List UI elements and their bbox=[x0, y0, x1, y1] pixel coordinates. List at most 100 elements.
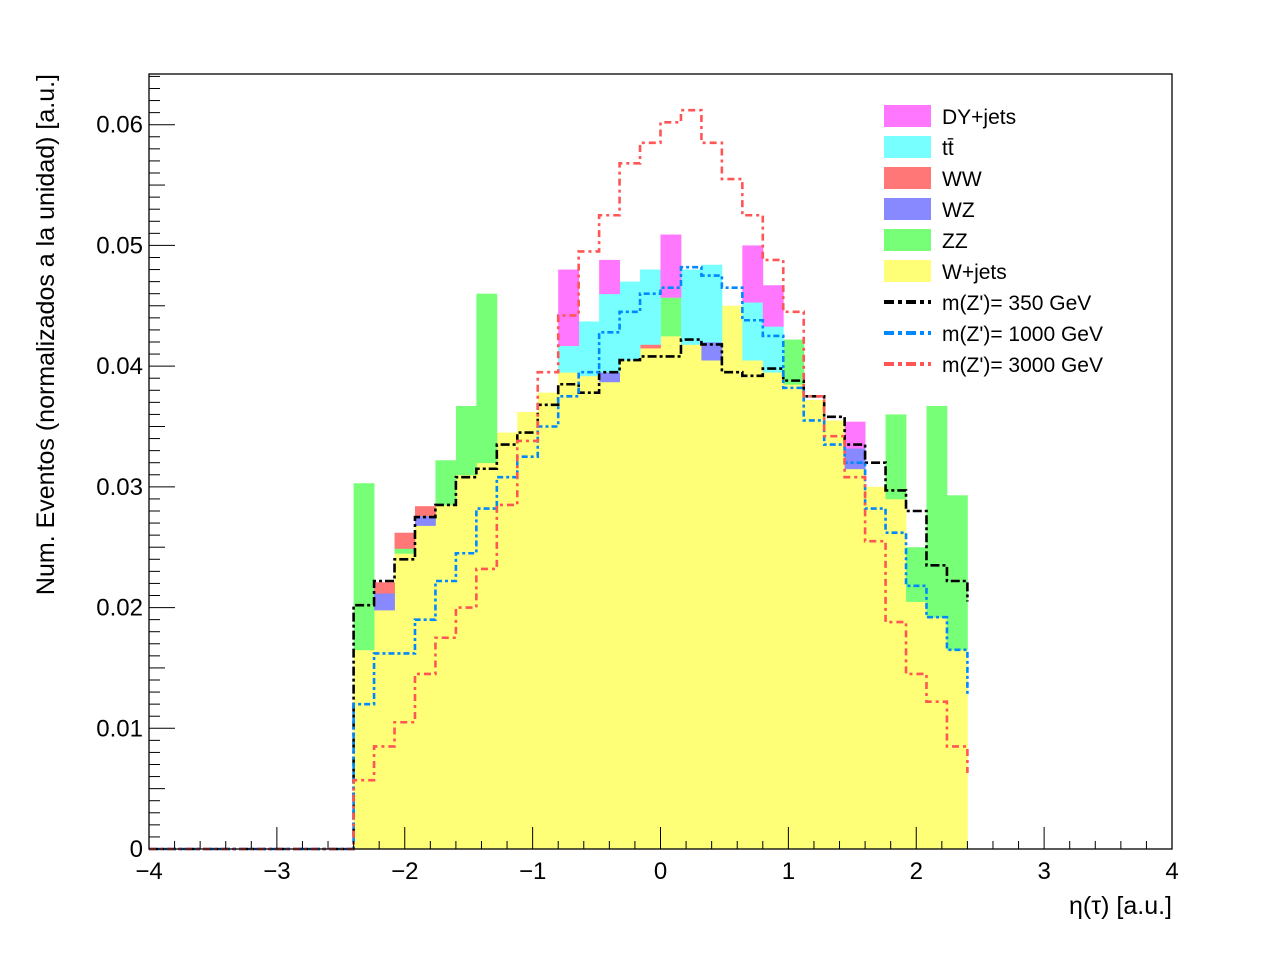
line-series-1 bbox=[149, 265, 969, 851]
bar-wjets-26 bbox=[885, 498, 907, 850]
bar-wjets-19 bbox=[742, 360, 764, 850]
bar-tt-10 bbox=[558, 345, 580, 373]
bar-wjets-13 bbox=[619, 360, 641, 850]
y-tick-label: 0 bbox=[130, 836, 143, 863]
y-tick-label: 0.03 bbox=[96, 474, 143, 501]
x-tick-label: 0 bbox=[654, 858, 667, 885]
bar-zz-26 bbox=[885, 414, 907, 500]
bar-zz-28 bbox=[926, 405, 948, 618]
bar-wz-3 bbox=[414, 515, 436, 526]
x-tick-label: 4 bbox=[1165, 858, 1178, 885]
bar-tt-11 bbox=[578, 321, 600, 377]
signal-step-lines bbox=[149, 108, 969, 851]
bar-wjets-1 bbox=[374, 609, 395, 850]
legend-swatch bbox=[884, 198, 931, 220]
y-tick-label: 0.05 bbox=[96, 232, 143, 259]
bar-wjets-7 bbox=[496, 432, 518, 850]
bar-wjets-21 bbox=[783, 384, 805, 850]
legend-swatch bbox=[884, 260, 931, 282]
bar-dyjets-19 bbox=[742, 245, 764, 303]
bar-wjets-9 bbox=[537, 392, 559, 850]
bar-wjets-22 bbox=[803, 399, 825, 850]
bar-wjets-25 bbox=[865, 486, 886, 850]
bar-wz-17 bbox=[701, 341, 723, 361]
bar-wjets-18 bbox=[721, 305, 743, 850]
bar-wjets-14 bbox=[640, 348, 661, 850]
legend-entry: tt̄ bbox=[942, 137, 954, 160]
bar-dyjets-12 bbox=[599, 259, 620, 295]
bar-ww-1 bbox=[374, 582, 395, 594]
legend-entry: DY+jets bbox=[942, 106, 1016, 129]
bar-wjets-12 bbox=[599, 381, 620, 850]
bar-tt-16 bbox=[680, 269, 702, 345]
bar-dyjets-20 bbox=[762, 285, 784, 327]
bar-wjets-15 bbox=[660, 335, 682, 850]
bar-tt-19 bbox=[742, 302, 764, 361]
legend-entry: m(Z')= 1000 GeV bbox=[942, 323, 1103, 346]
x-tick-label: −3 bbox=[263, 858, 290, 885]
stacked-histogram-bars bbox=[353, 234, 968, 850]
line-series-0 bbox=[149, 338, 969, 851]
bar-wjets-20 bbox=[762, 372, 784, 850]
bar-zz-21 bbox=[783, 339, 805, 385]
bar-zz-6 bbox=[476, 293, 498, 464]
legend-swatch bbox=[884, 229, 931, 251]
x-tick-label: −2 bbox=[391, 858, 418, 885]
bar-wjets-28 bbox=[926, 617, 948, 850]
bar-zz-29 bbox=[946, 495, 968, 651]
x-tick-label: −4 bbox=[135, 858, 162, 885]
bar-dyjets-15 bbox=[660, 234, 682, 298]
bar-wjets-10 bbox=[558, 372, 580, 850]
x-tick-label: −1 bbox=[519, 858, 546, 885]
bar-wjets-24 bbox=[844, 468, 866, 850]
bar-wjets-11 bbox=[578, 375, 600, 850]
axes: −4 −3 −2 −1 0 1 2 3 4 0 0.01 0.02 0.03 0.04 0.05 0.06 bbox=[96, 75, 1179, 885]
bar-wjets-4 bbox=[435, 504, 457, 850]
legend-entry: m(Z')= 3000 GeV bbox=[942, 354, 1103, 377]
legend-entry: WW bbox=[942, 168, 982, 191]
bar-wz-1 bbox=[374, 593, 395, 611]
legend-entry: W+jets bbox=[942, 261, 1007, 284]
y-tick-label: 0.04 bbox=[96, 353, 143, 380]
bar-wjets-0 bbox=[353, 649, 375, 850]
bar-wjets-29 bbox=[946, 649, 968, 850]
bar-dyjets-24 bbox=[844, 421, 866, 449]
y-tick-label: 0.02 bbox=[96, 595, 143, 622]
line-series-2 bbox=[149, 108, 969, 851]
bar-wjets-27 bbox=[906, 601, 927, 850]
bar-wjets-16 bbox=[680, 344, 702, 850]
bar-wjets-17 bbox=[701, 360, 723, 850]
bar-tt-20 bbox=[762, 326, 784, 373]
bar-ww-2 bbox=[394, 532, 416, 549]
bar-dyjets-10 bbox=[558, 269, 580, 347]
y-axis-title: Num. Eventos (normalizados a la unidad) … bbox=[32, 74, 60, 595]
bar-wjets-2 bbox=[394, 553, 416, 850]
bar-zz-27 bbox=[906, 547, 927, 602]
legend-entry: ZZ bbox=[942, 230, 968, 253]
bar-zz-15 bbox=[660, 297, 682, 337]
bar-wz-12 bbox=[599, 372, 620, 383]
bar-tt-17 bbox=[701, 264, 723, 343]
bar-ww-14 bbox=[640, 344, 661, 349]
bar-tt-14 bbox=[640, 269, 661, 345]
bar-ww-3 bbox=[414, 506, 436, 517]
bar-wjets-3 bbox=[414, 525, 436, 850]
x-tick-label: 1 bbox=[782, 858, 795, 885]
legend-swatch bbox=[884, 167, 931, 189]
bar-tt-13 bbox=[619, 281, 641, 361]
legend: DY+jets tt̄ WW WZ ZZ W+jets m(Z')= 350 GeV m(Z'… bbox=[884, 105, 1103, 377]
x-tick-label: 3 bbox=[1037, 858, 1050, 885]
bar-zz-0 bbox=[353, 483, 375, 651]
bar-wjets-5 bbox=[455, 474, 477, 850]
bar-wjets-6 bbox=[476, 462, 498, 850]
legend-swatch bbox=[884, 136, 931, 158]
bar-zz-2 bbox=[394, 548, 416, 554]
x-axis-title: η(τ) [a.u.] bbox=[1069, 892, 1172, 920]
y-tick-label: 0.06 bbox=[96, 112, 143, 139]
bar-zz-5 bbox=[455, 405, 477, 476]
bar-wjets-23 bbox=[824, 420, 846, 850]
y-tick-label: 0.01 bbox=[96, 715, 143, 742]
legend-entry: m(Z')= 350 GeV bbox=[942, 292, 1091, 315]
legend-swatch bbox=[884, 105, 931, 127]
